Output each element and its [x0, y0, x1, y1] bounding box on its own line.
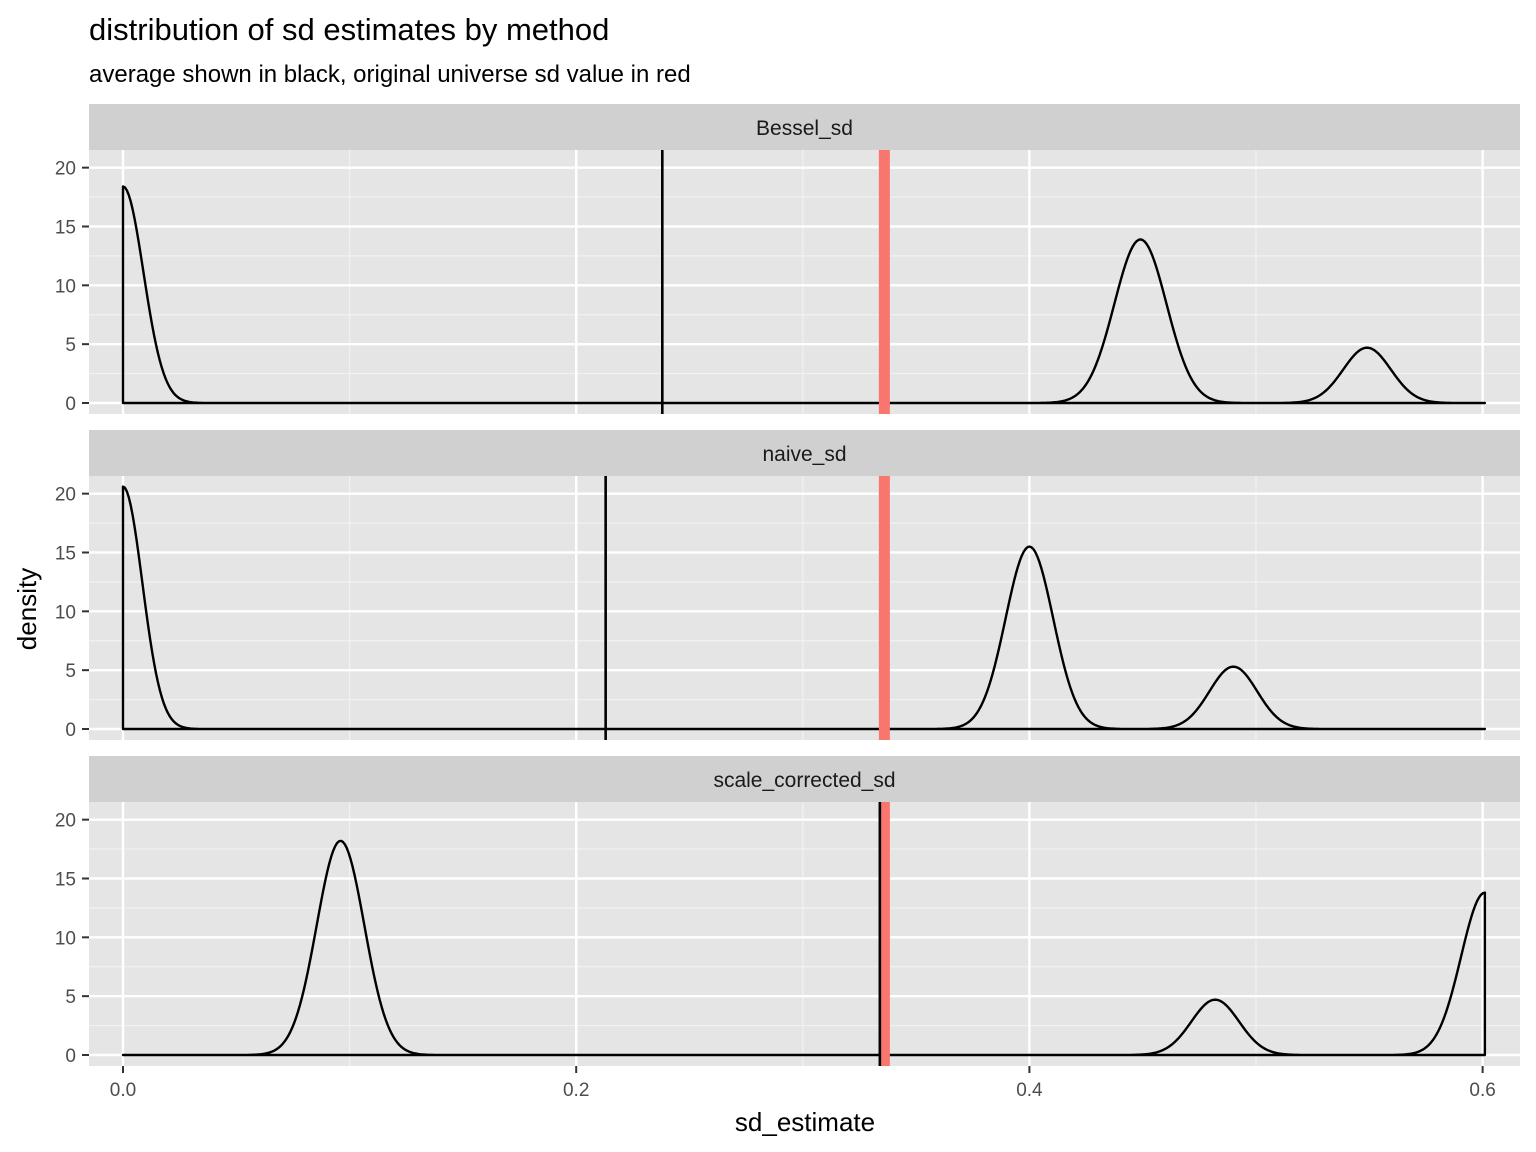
- y-tick-label: 5: [65, 661, 76, 682]
- facet-strip: [89, 430, 1520, 476]
- facet-scale_corrected_sd: scale_corrected_sd 0 5 10 15 20: [55, 756, 1520, 1067]
- y-axis-title: density: [12, 568, 42, 650]
- facet-panels: Bessel_sd05101520naive_sd05101520scale_c…: [55, 104, 1520, 1067]
- y-tick-label: 5: [65, 987, 76, 1008]
- x-axis: 0.0 0.2 0.4 0.6: [110, 1066, 1496, 1101]
- y-tick-label: 10: [55, 928, 76, 949]
- y-tick-label: 0: [65, 1046, 76, 1067]
- chart-subtitle: average shown in black, original univers…: [89, 61, 691, 88]
- y-tick-label: 10: [55, 602, 76, 623]
- panel-background: [89, 476, 1520, 740]
- facet-naive_sd: naive_sd 0 5 10 15 20: [55, 430, 1520, 741]
- y-tick-label: 15: [55, 217, 76, 238]
- y-tick-label: 15: [55, 543, 76, 564]
- facet-strip: [89, 756, 1520, 802]
- x-tick-label: 0.0: [110, 1080, 136, 1101]
- panel-background: [89, 802, 1520, 1066]
- y-tick-label: 0: [65, 720, 76, 741]
- y-tick-label: 20: [55, 159, 76, 180]
- density-curve: [121, 839, 1487, 1057]
- chart-title: distribution of sd estimates by method: [89, 12, 609, 47]
- facet-strip-label: Bessel_sd: [756, 117, 853, 140]
- x-tick-label: 0.2: [563, 1080, 589, 1101]
- facet-Bessel_sd: Bessel_sd 0 5 10 15 20: [55, 104, 1520, 415]
- y-tick-label: 20: [55, 811, 76, 832]
- y-tick-label: 15: [55, 869, 76, 890]
- y-tick-label: 0: [65, 394, 76, 415]
- x-tick-label: 0.6: [1469, 1080, 1495, 1101]
- x-tick-label: 0.4: [1016, 1080, 1043, 1101]
- y-tick-label: 5: [65, 335, 76, 356]
- y-tick-label: 10: [55, 276, 76, 297]
- density-curve: [121, 485, 1487, 731]
- x-axis-title: sd_estimate: [735, 1107, 875, 1137]
- facet-strip: [89, 104, 1520, 150]
- facet-strip-label: scale_corrected_sd: [713, 769, 895, 792]
- y-tick-label: 20: [55, 485, 76, 506]
- panel-background: [89, 150, 1520, 414]
- facet-strip-label: naive_sd: [762, 443, 846, 466]
- density-curve: [121, 185, 1487, 405]
